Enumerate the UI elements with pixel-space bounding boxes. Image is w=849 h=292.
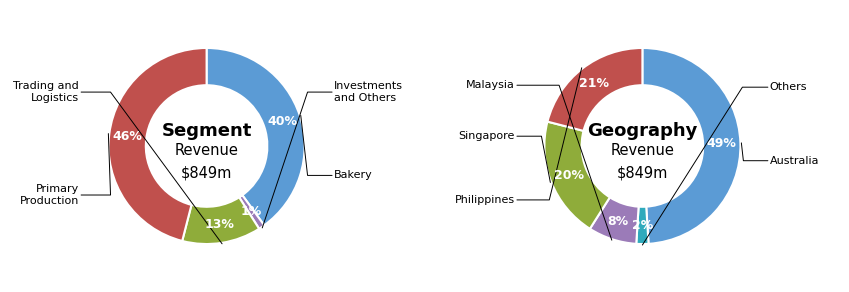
Text: 40%: 40% [267, 115, 297, 128]
Wedge shape [590, 197, 638, 244]
Text: Revenue: Revenue [610, 143, 674, 158]
Wedge shape [183, 197, 259, 244]
Wedge shape [206, 48, 305, 225]
Text: 2%: 2% [632, 219, 653, 232]
Wedge shape [239, 195, 264, 229]
Text: 20%: 20% [554, 169, 583, 182]
Text: Investments
and Others: Investments and Others [334, 81, 403, 103]
Text: 21%: 21% [579, 77, 609, 90]
Wedge shape [109, 48, 206, 241]
Text: 49%: 49% [707, 137, 737, 150]
Text: Revenue: Revenue [175, 143, 239, 158]
Text: Bakery: Bakery [334, 171, 373, 180]
Text: Philippines: Philippines [455, 195, 515, 205]
Text: Australia: Australia [770, 156, 819, 166]
Text: Others: Others [770, 82, 807, 92]
Text: 46%: 46% [113, 130, 143, 142]
Text: Primary
Production: Primary Production [20, 184, 79, 206]
Text: $849m: $849m [616, 166, 668, 181]
Wedge shape [636, 207, 649, 244]
Text: 13%: 13% [204, 218, 234, 231]
Text: Geography: Geography [588, 122, 698, 140]
Text: 8%: 8% [607, 215, 628, 228]
Text: Singapore: Singapore [458, 131, 515, 141]
Wedge shape [544, 122, 610, 229]
Text: Malaysia: Malaysia [466, 80, 515, 90]
Text: 1%: 1% [240, 205, 261, 218]
Text: Segment: Segment [161, 122, 252, 140]
Text: $849m: $849m [181, 166, 233, 181]
Wedge shape [643, 48, 740, 244]
Wedge shape [548, 48, 643, 131]
Text: Trading and
Logistics: Trading and Logistics [14, 81, 79, 103]
